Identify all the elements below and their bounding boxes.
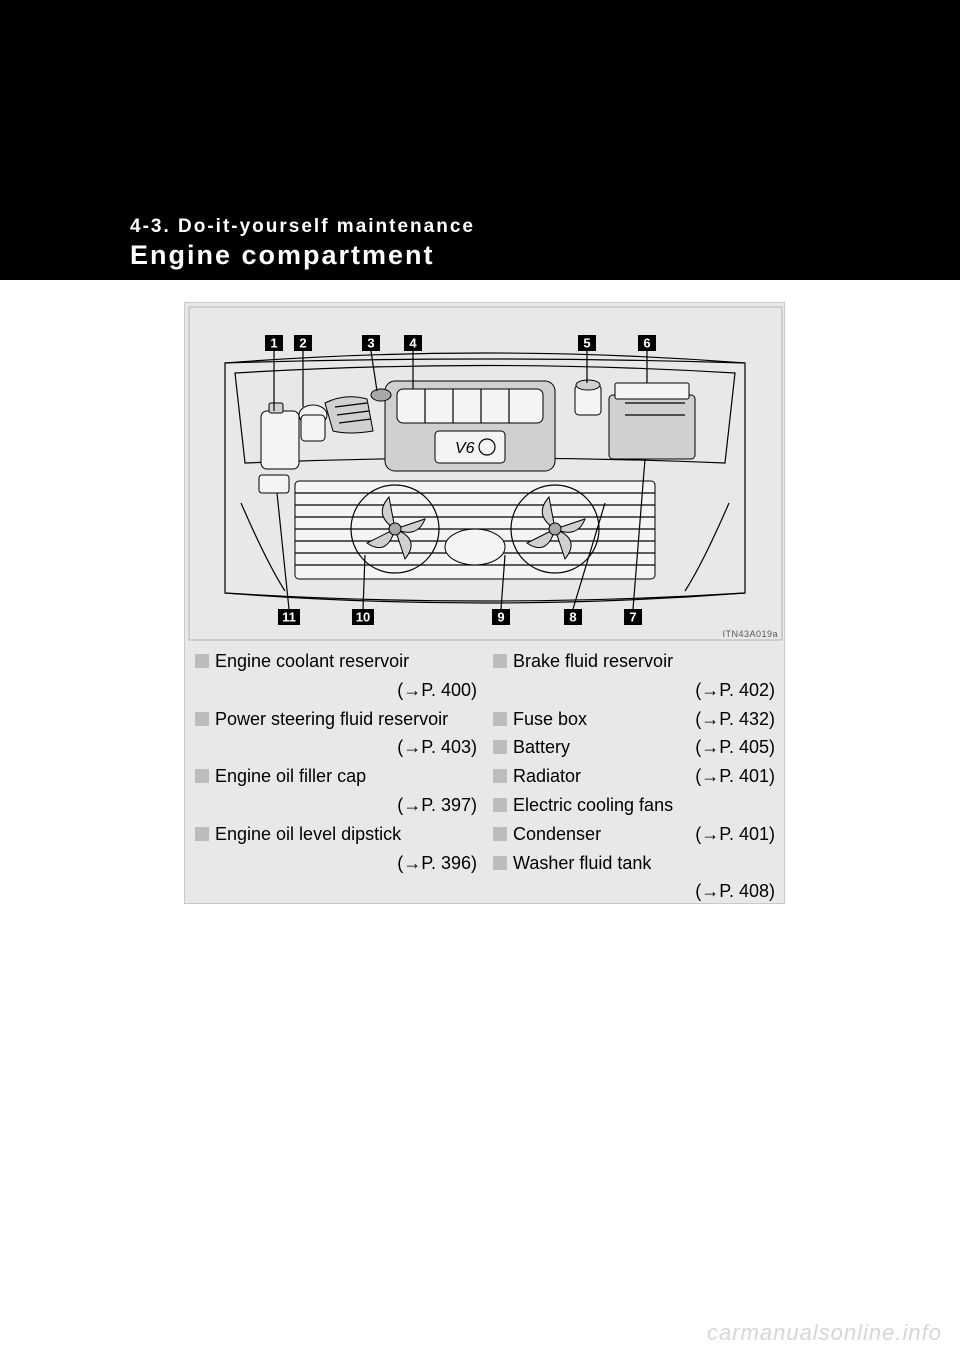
- legend-label: Fuse box: [513, 709, 587, 729]
- bullet-square-icon: [493, 798, 507, 812]
- svg-text:3: 3: [367, 336, 374, 351]
- callout-9: 9: [492, 609, 510, 625]
- svg-text:2: 2: [299, 336, 306, 351]
- legend-label: Brake fluid reservoir: [513, 651, 673, 671]
- callout-11: 11: [278, 609, 300, 625]
- callout-4: 4: [404, 335, 422, 351]
- legend-page-ref: (→P. 405): [695, 733, 775, 762]
- legend-item: Fuse box (→P. 432): [493, 705, 775, 734]
- bullet-square-icon: [195, 712, 209, 726]
- bullet-square-icon: [493, 769, 507, 783]
- legend-page-ref: (→P. 401): [695, 762, 775, 791]
- legend-item: Condenser (→P. 401): [493, 820, 775, 849]
- svg-text:11: 11: [282, 610, 296, 625]
- legend-page-ref: (→P. 403): [397, 733, 477, 762]
- bullet-square-icon: [493, 712, 507, 726]
- legend-item: Power steering fluid reservoir (→P. 403): [195, 705, 477, 763]
- legend-col-left: Engine coolant reservoir(→P. 400)Power s…: [195, 647, 477, 906]
- engine-diagram: V6: [185, 303, 786, 644]
- callout-6: 6: [638, 335, 656, 351]
- legend-label: Washer fluid tank: [513, 853, 651, 873]
- legend-label: Power steering fluid reservoir: [215, 709, 448, 729]
- legend-item: Engine oil filler cap (→P. 397): [195, 762, 477, 820]
- legend-label: Engine oil level dipstick: [215, 824, 401, 844]
- callout-7: 7: [624, 609, 642, 625]
- svg-text:5: 5: [583, 336, 590, 351]
- bullet-square-icon: [493, 740, 507, 754]
- image-code: ITN43A019a: [722, 629, 778, 639]
- svg-text:10: 10: [356, 610, 370, 625]
- legend-item: Electric cooling fans: [493, 791, 775, 820]
- legend-label: Engine coolant reservoir: [215, 651, 409, 671]
- callout-1: 1: [265, 335, 283, 351]
- watermark: carmanualsonline.info: [707, 1320, 942, 1346]
- legend-item: Radiator (→P. 401): [493, 762, 775, 791]
- callout-10: 10: [352, 609, 374, 625]
- svg-text:V6: V6: [455, 440, 475, 457]
- legend-label: Engine oil filler cap: [215, 766, 366, 786]
- content-box: V6: [184, 302, 785, 904]
- bullet-square-icon: [493, 827, 507, 841]
- legend: Engine coolant reservoir(→P. 400)Power s…: [195, 647, 775, 906]
- legend-page-ref: (→P. 402): [513, 676, 775, 705]
- bullet-square-icon: [493, 654, 507, 668]
- svg-text:9: 9: [497, 610, 504, 625]
- svg-text:8: 8: [569, 610, 576, 625]
- callout-5: 5: [578, 335, 596, 351]
- legend-page-ref: (→P. 408): [513, 877, 775, 906]
- bullet-square-icon: [195, 654, 209, 668]
- callout-3: 3: [362, 335, 380, 351]
- legend-page-ref: (→P. 397): [215, 791, 477, 820]
- legend-col-right: Brake fluid reservoir (→P. 402) Fuse box (→…: [493, 647, 775, 906]
- bullet-square-icon: [493, 856, 507, 870]
- svg-text:7: 7: [629, 610, 636, 625]
- svg-text:4: 4: [409, 336, 417, 351]
- legend-label: Electric cooling fans: [513, 795, 673, 815]
- legend-page-ref: (→P. 400): [215, 676, 477, 705]
- callout-2: 2: [294, 335, 312, 351]
- header-band: 4-3. Do-it-yourself maintenance Engine c…: [0, 0, 960, 280]
- legend-label: Condenser: [513, 824, 601, 844]
- page-title: Engine compartment: [130, 240, 435, 271]
- legend-item: Engine coolant reservoir (→P. 400): [195, 647, 477, 705]
- callout-8: 8: [564, 609, 582, 625]
- page: 4-3. Do-it-yourself maintenance Engine c…: [0, 0, 960, 1358]
- legend-item: Washer fluid tank (→P. 408): [493, 849, 775, 907]
- legend-label: Radiator: [513, 766, 581, 786]
- section-label: 4-3. Do-it-yourself maintenance: [130, 216, 475, 238]
- svg-text:6: 6: [643, 336, 650, 351]
- legend-label: Battery: [513, 737, 570, 757]
- legend-item: Brake fluid reservoir (→P. 402): [493, 647, 775, 705]
- bullet-square-icon: [195, 769, 209, 783]
- legend-page-ref: (→P. 396): [215, 849, 477, 878]
- svg-text:1: 1: [270, 336, 277, 351]
- bullet-square-icon: [195, 827, 209, 841]
- legend-item: Battery (→P. 405): [493, 733, 775, 762]
- legend-item: Engine oil level dipstick (→P. 396): [195, 820, 477, 878]
- legend-page-ref: (→P. 401): [695, 820, 775, 849]
- legend-page-ref: (→P. 432): [695, 705, 775, 734]
